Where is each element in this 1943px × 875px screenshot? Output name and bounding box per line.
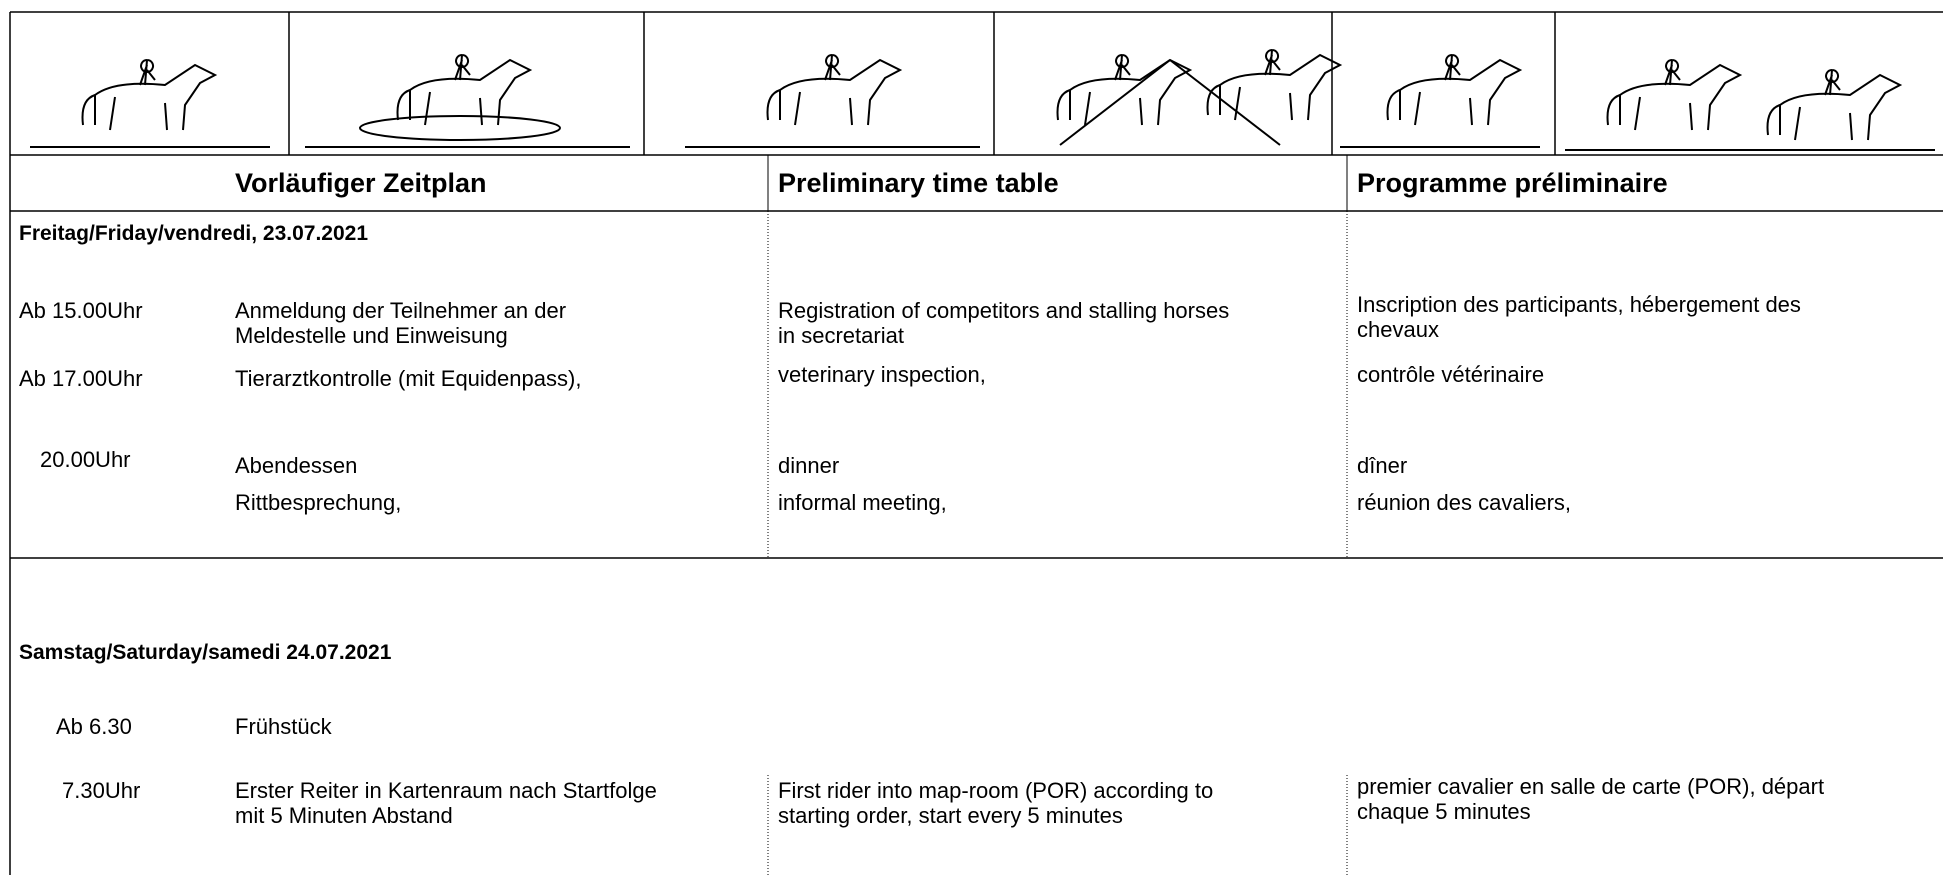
line: dinner	[778, 453, 840, 478]
day-heading: Samstag/Saturday/samedi 24.07.2021	[19, 641, 392, 664]
cell-de: Frühstück	[235, 714, 332, 739]
cell-de: Abendessen Rittbesprechung,	[235, 447, 401, 521]
line: First rider into map-room (POR) accordin…	[778, 778, 1214, 803]
time: 20.00Uhr	[40, 447, 131, 472]
line: Inscription des participants, hébergemen…	[1357, 292, 1801, 317]
column-title: Preliminary time table	[778, 168, 1059, 198]
line: dîner	[1357, 453, 1408, 478]
line: Anmeldung der Teilnehmer an der	[235, 298, 567, 323]
line: Abendessen	[235, 453, 358, 478]
line: Rittbesprechung,	[235, 490, 402, 515]
cell-en: dinner informal meeting,	[778, 447, 947, 521]
time: Ab 15.00Uhr	[19, 298, 143, 323]
line: starting order, start every 5 minutes	[778, 803, 1123, 828]
line: contrôle vétérinaire	[1357, 362, 1545, 387]
time: Ab 17.00Uhr	[19, 366, 143, 391]
line: mit 5 Minuten Abstand	[235, 803, 453, 828]
column-title: Programme préliminaire	[1357, 168, 1668, 198]
line: in secretariat	[778, 323, 904, 348]
line: Frühstück	[235, 714, 332, 739]
line: premier cavalier en salle de carte (POR)…	[1357, 774, 1825, 799]
cell-fr: dîner réunion des cavaliers,	[1357, 447, 1571, 521]
cell-en: veterinary inspection,	[778, 362, 986, 387]
line: Erster Reiter in Kartenraum nach Startfo…	[235, 778, 657, 803]
cell-en: Registration of competitors and stalling…	[778, 298, 1229, 348]
cell-de: Erster Reiter in Kartenraum nach Startfo…	[235, 778, 657, 828]
column-title: Vorläufiger Zeitplan	[235, 168, 487, 198]
cell-de: Anmeldung der Teilnehmer an der Meldestel…	[235, 298, 566, 348]
line: réunion des cavaliers,	[1357, 490, 1572, 515]
cell-fr: contrôle vétérinaire	[1357, 362, 1544, 387]
time: 7.30Uhr	[62, 778, 141, 803]
line: informal meeting,	[778, 490, 947, 515]
day-heading: Freitag/Friday/vendredi, 23.07.2021	[19, 222, 369, 245]
cell-fr: Inscription des participants, hébergemen…	[1357, 292, 1801, 342]
line: chevaux	[1357, 317, 1439, 342]
line: chaque 5 minutes	[1357, 799, 1531, 824]
time: Ab 6.30	[56, 714, 132, 739]
line: Meldestelle und Einweisung	[235, 323, 508, 348]
cell-fr: premier cavalier en salle de carte (POR)…	[1357, 774, 1824, 824]
line: Tierarztkontrolle (mit Equidenpass),	[235, 366, 582, 391]
line: Registration of competitors and stalling…	[778, 298, 1230, 323]
cell-en: First rider into map-room (POR) accordin…	[778, 778, 1213, 828]
line: veterinary inspection,	[778, 362, 986, 387]
cell-de: Tierarztkontrolle (mit Equidenpass),	[235, 366, 581, 391]
